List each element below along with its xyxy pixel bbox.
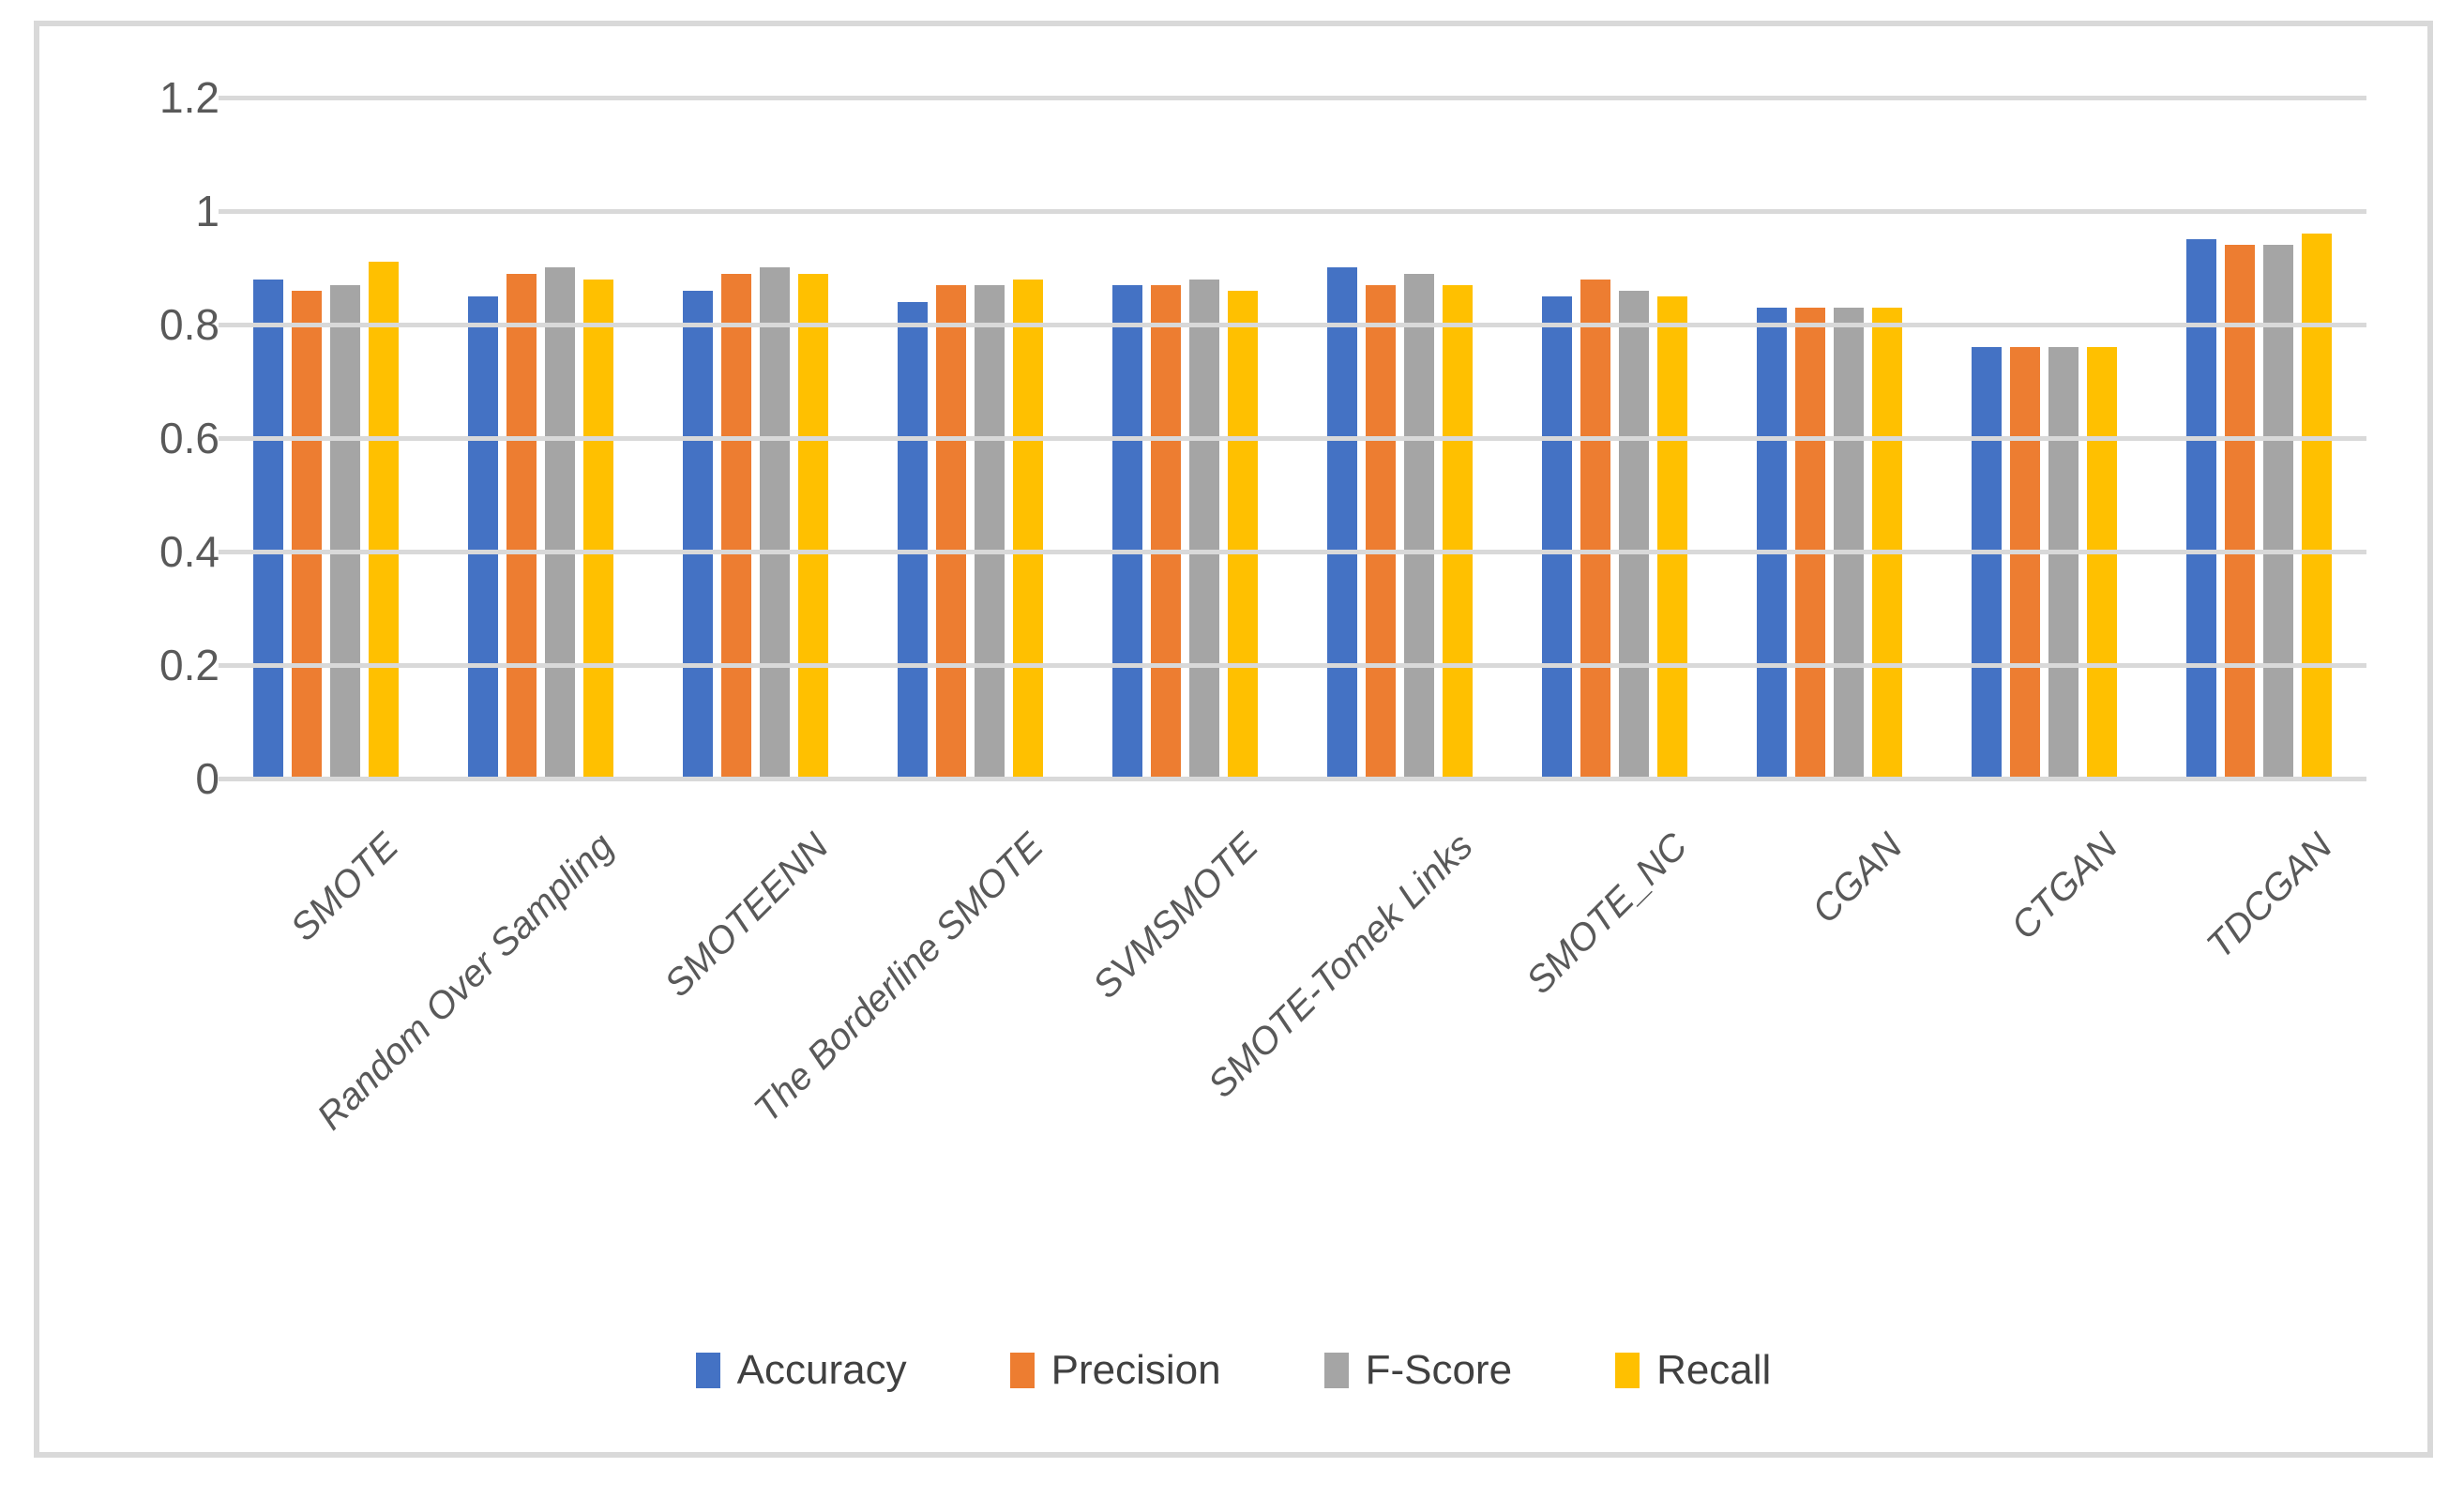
- bar-recall-CTGAN: [2087, 347, 2117, 779]
- bar-f-score-SMOTEENN: [760, 267, 790, 779]
- y-tick-label: 0.4: [159, 527, 219, 576]
- y-tick-label: 0.2: [159, 641, 219, 689]
- bar-accuracy-Random Over Sampling: [468, 296, 498, 779]
- bar-precision-SMOTE_NC: [1580, 280, 1610, 779]
- bar-group-SMOTEENN: [648, 98, 863, 779]
- bar-recall-SMOTE: [369, 262, 399, 779]
- bar-f-score-CGAN: [1834, 308, 1864, 779]
- y-tick-label: 0.8: [159, 300, 219, 349]
- bar-accuracy-SMOTE-Tomek Links: [1327, 267, 1357, 779]
- bar-group-Random Over Sampling: [433, 98, 648, 779]
- bar-accuracy-SMOTE_NC: [1542, 296, 1572, 779]
- y-tick-label: 1.2: [159, 73, 219, 122]
- bar-group-SMOTE-Tomek Links: [1292, 98, 1507, 779]
- bar-f-score-CTGAN: [2048, 347, 2079, 779]
- x-category-label-SVMSMOTE: SVMSMOTE: [1084, 825, 1266, 1006]
- legend-label: Recall: [1656, 1347, 1772, 1393]
- x-category-label-CGAN: CGAN: [1804, 825, 1911, 931]
- gridline-y-0.6: [219, 436, 2366, 441]
- bar-f-score-TDCGAN: [2263, 245, 2293, 779]
- bar-precision-The Borderline SMOTE: [936, 285, 966, 779]
- y-tick-label: 0.6: [159, 414, 219, 462]
- x-category-label-SMOTE: SMOTE: [282, 825, 407, 949]
- bar-recall-SMOTE-Tomek Links: [1443, 285, 1473, 779]
- y-tick-label: 1: [195, 187, 219, 235]
- bar-f-score-SMOTE_NC: [1619, 291, 1649, 779]
- legend-item-f-score: F-Score: [1323, 1347, 1513, 1394]
- legend-marker-accuracy: [695, 1353, 720, 1388]
- legend-item-recall: Recall: [1615, 1347, 1771, 1394]
- bar-f-score-SMOTE: [330, 285, 360, 779]
- gridline-y-0.8: [219, 323, 2366, 327]
- bar-group-CGAN: [1722, 98, 1937, 779]
- bar-precision-SMOTE: [292, 291, 322, 779]
- bar-precision-Random Over Sampling: [506, 274, 537, 779]
- bar-group-SMOTE_NC: [1507, 98, 1722, 779]
- gridline-y-1: [219, 209, 2366, 214]
- bar-f-score-SMOTE-Tomek Links: [1404, 274, 1434, 779]
- bar-f-score-The Borderline SMOTE: [975, 285, 1005, 779]
- plot-area: [219, 96, 2366, 781]
- bar-recall-TDCGAN: [2302, 234, 2332, 779]
- bar-recall-SMOTEENN: [798, 274, 828, 779]
- bar-precision-CGAN: [1795, 308, 1825, 779]
- bar-group-SMOTE: [219, 98, 433, 779]
- x-category-label-TDCGAN: TDCGAN: [2199, 825, 2340, 967]
- gridline-y-0: [219, 777, 2366, 781]
- legend-item-accuracy: Accuracy: [695, 1347, 907, 1394]
- gridline-y-0.2: [219, 663, 2366, 668]
- bar-precision-SVMSMOTE: [1151, 285, 1181, 779]
- bar-accuracy-SMOTEENN: [683, 291, 713, 779]
- x-category-label-CTGAN: CTGAN: [2003, 825, 2125, 948]
- legend-label: Precision: [1051, 1347, 1221, 1393]
- legend-label: F-Score: [1365, 1347, 1513, 1393]
- legend-marker-recall: [1615, 1353, 1640, 1388]
- bar-accuracy-CTGAN: [1972, 347, 2002, 779]
- bar-recall-The Borderline SMOTE: [1013, 280, 1043, 779]
- bar-accuracy-CGAN: [1757, 308, 1787, 779]
- bar-precision-TDCGAN: [2225, 245, 2255, 779]
- bar-precision-SMOTEENN: [721, 274, 751, 779]
- bar-f-score-Random Over Sampling: [545, 267, 575, 779]
- gridline-y-1.2: [219, 96, 2366, 100]
- bar-accuracy-SMOTE: [253, 280, 283, 779]
- bar-f-score-SVMSMOTE: [1189, 280, 1219, 779]
- chart-frame: 0 0.2 0.4 0.6 0.8 1 1.2 SMOTE Random Over Sampl…: [34, 21, 2433, 1458]
- bar-recall-CGAN: [1872, 308, 1902, 779]
- bar-group-The Borderline SMOTE: [863, 98, 1078, 779]
- gridline-y-0.4: [219, 550, 2366, 554]
- bar-accuracy-TDCGAN: [2186, 239, 2216, 779]
- bar-recall-SMOTE_NC: [1657, 296, 1687, 779]
- bar-precision-CTGAN: [2010, 347, 2040, 779]
- bar-recall-Random Over Sampling: [583, 280, 613, 779]
- legend-label: Accuracy: [736, 1347, 907, 1393]
- bar-group-CTGAN: [1937, 98, 2152, 779]
- x-category-label-SMOTE_NC: SMOTE_NC: [1519, 825, 1696, 1003]
- bar-recall-SVMSMOTE: [1228, 291, 1258, 779]
- bar-group-SVMSMOTE: [1078, 98, 1292, 779]
- bar-accuracy-The Borderline SMOTE: [898, 302, 928, 779]
- bar-accuracy-SVMSMOTE: [1112, 285, 1142, 779]
- x-category-label-SMOTEENN: SMOTEENN: [657, 825, 837, 1006]
- legend-marker-f-score: [1323, 1353, 1349, 1388]
- bar-precision-SMOTE-Tomek Links: [1366, 285, 1396, 779]
- y-axis: 0 0.2 0.4 0.6 0.8 1 1.2: [39, 76, 219, 800]
- legend: Accuracy Precision F-Score Recall: [39, 1347, 2427, 1394]
- legend-marker-precision: [1009, 1353, 1035, 1388]
- y-tick-label: 0: [195, 754, 219, 803]
- legend-item-precision: Precision: [1009, 1347, 1221, 1394]
